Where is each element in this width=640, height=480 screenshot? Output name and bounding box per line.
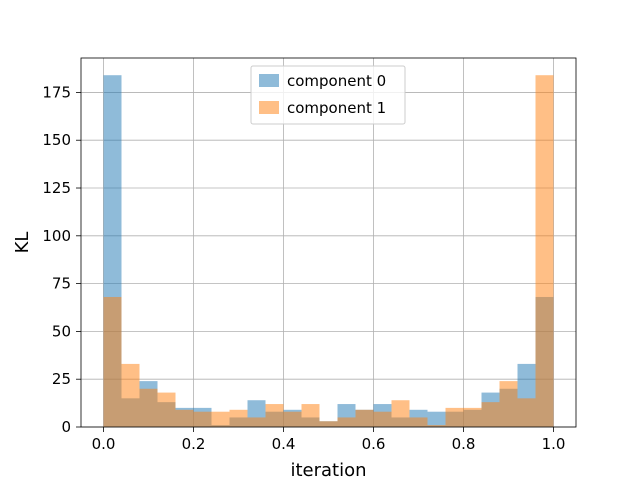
bar-component-1-bin-11: [301, 404, 320, 427]
bar-component-1-bin-6: [211, 411, 230, 427]
bar-component-1-bin-16: [391, 400, 410, 427]
x-tick-label: 1.0: [542, 435, 566, 453]
bar-component-1-bin-7: [229, 409, 248, 427]
bar-component-1-bin-10: [283, 411, 302, 427]
bar-component-1-bin-21: [481, 402, 500, 427]
x-axis-label: iteration: [290, 460, 366, 480]
x-tick-label: 0.4: [272, 435, 296, 453]
bar-component-1-bin-9: [265, 404, 284, 427]
bar-component-0-bin-18: [427, 411, 446, 427]
bar-component-1-bin-1: [121, 363, 140, 427]
bar-component-1-bin-0: [103, 296, 122, 427]
bar-component-1-bin-17: [409, 417, 428, 427]
y-tick-label: 175: [42, 83, 71, 101]
plot-frame: [80, 57, 577, 428]
x-tick-label: 0.0: [92, 435, 116, 453]
bar-component-1-bin-18: [427, 425, 446, 427]
y-tick-label: 125: [42, 179, 71, 197]
bar-component-1-bin-22: [499, 381, 518, 427]
bar-component-1-bin-8: [247, 417, 266, 427]
bar-component-1-bin-3: [157, 392, 176, 427]
legend-label-component-0: component 0: [287, 72, 386, 90]
x-tick-label: 0.6: [362, 435, 386, 453]
bar-component-1-bin-20: [463, 407, 482, 427]
legend-swatch-component-0: [259, 74, 279, 87]
y-tick-label: 0: [61, 418, 71, 436]
bar-component-1-bin-23: [517, 398, 536, 427]
bar-component-1-bin-19: [445, 407, 464, 427]
bar-component-1-bin-15: [373, 411, 392, 427]
bar-component-1-bin-24: [535, 75, 554, 428]
bar-component-1-bin-14: [355, 409, 374, 427]
legend-label-component-1: component 1: [287, 99, 386, 117]
y-tick-label: 150: [42, 131, 71, 149]
x-tick-label: 0.8: [452, 435, 476, 453]
y-axis-label: KL: [12, 232, 33, 254]
y-tick-label: 75: [52, 275, 71, 293]
legend-swatch-component-1: [259, 101, 279, 114]
x-tick-label: 0.2: [182, 435, 206, 453]
bar-component-1-bin-4: [175, 409, 194, 427]
legend-box: [250, 65, 406, 125]
y-tick-label: 100: [42, 227, 71, 245]
bar-component-1-bin-13: [337, 417, 356, 427]
bar-component-1-bin-12: [319, 421, 338, 427]
legend: component 0 component 1: [250, 65, 406, 125]
y-tick-label: 25: [52, 370, 71, 388]
y-tick-label: 50: [52, 322, 71, 340]
bars: [103, 75, 554, 428]
bar-component-1-bin-2: [139, 388, 158, 427]
bar-component-1-bin-5: [193, 411, 212, 427]
axis-ticks: 0.0 0.2 0.4 0.6 0.8 1.0 0 25 50 75 100 125 150 175: [42, 83, 565, 453]
